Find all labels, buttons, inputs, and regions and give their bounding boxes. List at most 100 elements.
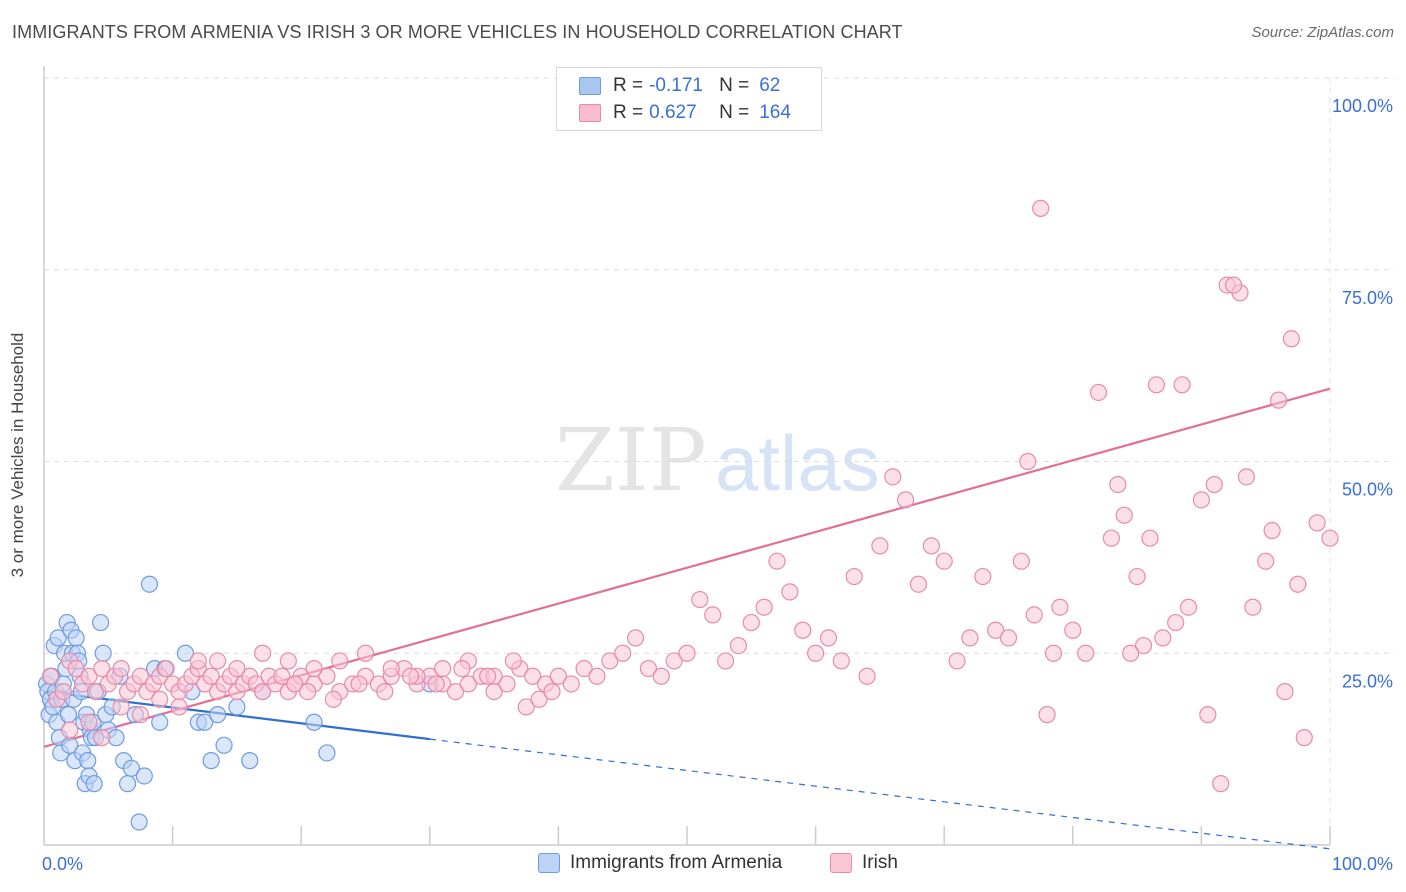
point-irish (652, 667, 670, 685)
legend-swatch-armenia (538, 853, 560, 873)
legend-n-value: 62 (759, 75, 781, 96)
point-irish (1012, 552, 1030, 570)
legend-item-armenia[interactable]: Immigrants from Armenia (538, 852, 782, 874)
legend-swatch-armenia (579, 77, 601, 95)
point-irish (691, 590, 709, 609)
point-irish (575, 659, 593, 678)
legend-item-irish[interactable]: Irish (830, 852, 898, 874)
point-irish (678, 644, 696, 662)
point-armenia (94, 644, 112, 662)
tick-labels: 25.0% 50.0% 75.0% 100.0% 0.0% 100.0% (42, 96, 1393, 874)
point-irish (1192, 491, 1211, 509)
legend-row-irish: R = 0.627 N = 164 (579, 101, 791, 125)
point-armenia (318, 744, 336, 762)
data-points (37, 199, 1339, 831)
point-irish (562, 675, 580, 693)
point-irish (299, 682, 317, 701)
point-irish (131, 667, 150, 685)
point-irish (819, 629, 838, 647)
point-irish (1141, 529, 1159, 547)
point-irish (1102, 529, 1120, 547)
point-armenia (151, 713, 169, 731)
point-irish (1051, 598, 1069, 616)
legend-label-armenia: Immigrants from Armenia (570, 852, 783, 873)
point-armenia (118, 775, 137, 793)
point-armenia (241, 752, 259, 770)
point-irish (845, 567, 863, 586)
point-irish (1134, 636, 1153, 655)
point-irish (80, 713, 98, 731)
point-irish (93, 659, 111, 678)
point-irish (1244, 598, 1262, 616)
point-irish (80, 667, 98, 685)
point-irish (935, 552, 953, 570)
point-irish (1077, 644, 1095, 662)
point-irish (729, 636, 748, 655)
point-irish (1089, 383, 1108, 402)
point-irish (1122, 644, 1140, 662)
legend-swatch-irish (830, 853, 852, 873)
legend-r-label: R = (613, 75, 644, 96)
point-irish (254, 644, 272, 662)
point-irish (1173, 376, 1191, 394)
point-armenia (79, 752, 97, 770)
point-irish (704, 606, 722, 624)
point-irish (324, 690, 342, 708)
legend-n-value: 164 (759, 102, 791, 123)
point-irish (922, 537, 940, 555)
point-irish (151, 690, 169, 708)
point-irish (228, 659, 246, 678)
point-irish (884, 468, 902, 486)
point-irish (999, 629, 1018, 647)
point-irish (1019, 452, 1037, 471)
point-irish (1154, 629, 1172, 647)
point-irish (974, 567, 992, 586)
point-irish (93, 729, 111, 747)
point-irish (1269, 391, 1288, 409)
x-tick-label: 100.0% (1332, 854, 1393, 874)
point-irish (794, 621, 812, 639)
point-irish (909, 575, 928, 593)
point-irish (286, 675, 304, 693)
point-irish (318, 667, 336, 685)
point-armenia (91, 613, 110, 632)
point-irish (742, 613, 760, 632)
point-irish (517, 698, 535, 716)
series-legend: Immigrants from Armenia Irish (0, 852, 1406, 878)
chart-title: IMMIGRANTS FROM ARMENIA VS IRISH 3 OR MO… (12, 22, 903, 42)
point-irish (67, 659, 85, 678)
point-irish (479, 667, 497, 685)
point-irish (1295, 729, 1313, 747)
point-irish (1237, 468, 1256, 486)
point-irish (524, 667, 542, 685)
point-irish (588, 667, 606, 685)
point-irish (453, 659, 471, 678)
point-armenia (215, 736, 233, 754)
watermark-zip: ZIP (555, 411, 707, 511)
point-irish (1276, 682, 1294, 701)
point-irish (1199, 706, 1217, 724)
point-irish (202, 667, 220, 685)
point-irish (401, 667, 420, 685)
point-irish (614, 644, 632, 662)
point-irish (61, 721, 79, 739)
point-irish (350, 675, 368, 693)
point-irish (356, 644, 375, 662)
legend-swatch-irish (579, 104, 601, 122)
point-irish (382, 659, 400, 678)
point-irish (86, 682, 105, 701)
point-irish (1212, 775, 1230, 793)
point-irish (1025, 606, 1043, 624)
point-armenia (135, 767, 153, 785)
point-irish (897, 491, 915, 509)
watermark-atlas: atlas (715, 419, 880, 507)
point-irish (459, 675, 477, 693)
point-irish (832, 652, 850, 670)
point-irish (376, 682, 394, 701)
point-irish (543, 682, 561, 701)
point-armenia (196, 713, 214, 731)
trendline-armenia-extension (429, 738, 1331, 850)
point-irish (665, 652, 683, 670)
point-irish (1115, 506, 1133, 524)
point-irish (530, 690, 548, 708)
